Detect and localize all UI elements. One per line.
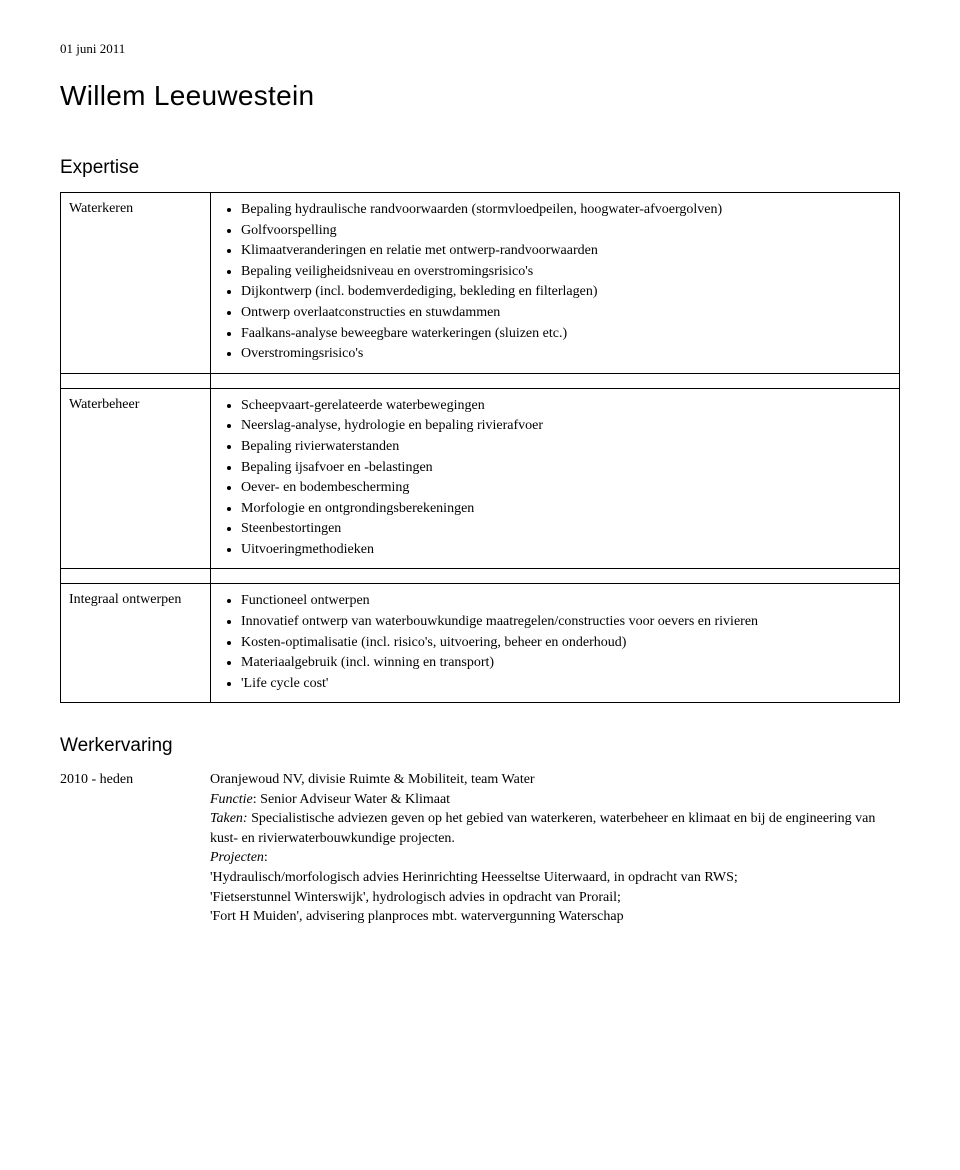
bullet-item: Bepaling ijsafvoer en -belastingen	[241, 458, 891, 478]
bullet-item: Ontwerp overlaatconstructies en stuwdamm…	[241, 303, 891, 323]
bullet-item: Functioneel ontwerpen	[241, 591, 891, 611]
expertise-items-cell: Bepaling hydraulische randvoorwaarden (s…	[211, 192, 900, 373]
expertise-items-cell: Functioneel ontwerpen Innovatief ontwerp…	[211, 584, 900, 703]
bullet-item: Golfvoorspelling	[241, 221, 891, 241]
work-role: Senior Adviseur Water & Klimaat	[260, 792, 450, 807]
bullet-item: Dijkontwerp (incl. bodemverdediging, bek…	[241, 282, 891, 302]
bullet-item: Bepaling hydraulische randvoorwaarden (s…	[241, 200, 891, 220]
bullet-item: Oever- en bodembescherming	[241, 478, 891, 498]
bullet-item: Kosten-optimalisatie (incl. risico's, ui…	[241, 633, 891, 653]
expertise-label: Waterkeren	[61, 192, 211, 373]
expertise-label: Waterbeheer	[61, 388, 211, 569]
bullet-item: Klimaatveranderingen en relatie met ontw…	[241, 241, 891, 261]
expertise-label: Integraal ontwerpen	[61, 584, 211, 703]
expertise-items-cell: Scheepvaart-gerelateerde waterbewegingen…	[211, 388, 900, 569]
bullet-item: Neerslag-analyse, hydrologie en bepaling…	[241, 416, 891, 436]
expertise-spacer	[61, 373, 900, 388]
work-experience-heading: Werkervaring	[60, 733, 900, 760]
work-period: 2010 - heden	[60, 770, 190, 790]
work-project: 'Fietserstunnel Winterswijk', hydrologis…	[210, 888, 900, 908]
work-body: Oranjewoud NV, divisie Ruimte & Mobilite…	[210, 770, 900, 927]
work-tasks-label: Taken:	[210, 811, 248, 826]
bullet-item: Faalkans-analyse beweegbare waterkeringe…	[241, 324, 891, 344]
person-name: Willem Leeuwestein	[60, 76, 900, 115]
bullet-item: 'Life cycle cost'	[241, 674, 891, 694]
work-experience-row: 2010 - heden Oranjewoud NV, divisie Ruim…	[60, 770, 900, 927]
bullet-item: Overstromingsrisico's	[241, 344, 891, 364]
bullet-item: Steenbestortingen	[241, 519, 891, 539]
bullet-item: Scheepvaart-gerelateerde waterbewegingen	[241, 396, 891, 416]
expertise-row: Waterbeheer Scheepvaart-gerelateerde wat…	[61, 388, 900, 569]
bullet-item: Bepaling rivierwaterstanden	[241, 437, 891, 457]
expertise-table: Waterkeren Bepaling hydraulische randvoo…	[60, 192, 900, 703]
bullet-item: Innovatief ontwerp van waterbouwkundige …	[241, 612, 891, 632]
expertise-row: Integraal ontwerpen Functioneel ontwerpe…	[61, 584, 900, 703]
expertise-heading: Expertise	[60, 155, 900, 182]
work-role-label: Functie	[210, 792, 253, 807]
work-project: 'Fort H Muiden', advisering planproces m…	[210, 907, 900, 927]
bullet-item: Bepaling veiligheidsniveau en overstromi…	[241, 262, 891, 282]
work-company: Oranjewoud NV, divisie Ruimte & Mobilite…	[210, 770, 900, 790]
work-project: 'Hydraulisch/morfologisch advies Herinri…	[210, 868, 900, 888]
bullet-item: Materiaalgebruik (incl. winning en trans…	[241, 653, 891, 673]
work-projects-label: Projecten	[210, 850, 264, 865]
document-date: 01 juni 2011	[60, 40, 900, 58]
work-tasks: Specialistische adviezen geven op het ge…	[210, 811, 875, 846]
expertise-spacer	[61, 569, 900, 584]
bullet-item: Morfologie en ontgrondingsberekeningen	[241, 499, 891, 519]
bullet-item: Uitvoeringmethodieken	[241, 540, 891, 560]
expertise-row: Waterkeren Bepaling hydraulische randvoo…	[61, 192, 900, 373]
